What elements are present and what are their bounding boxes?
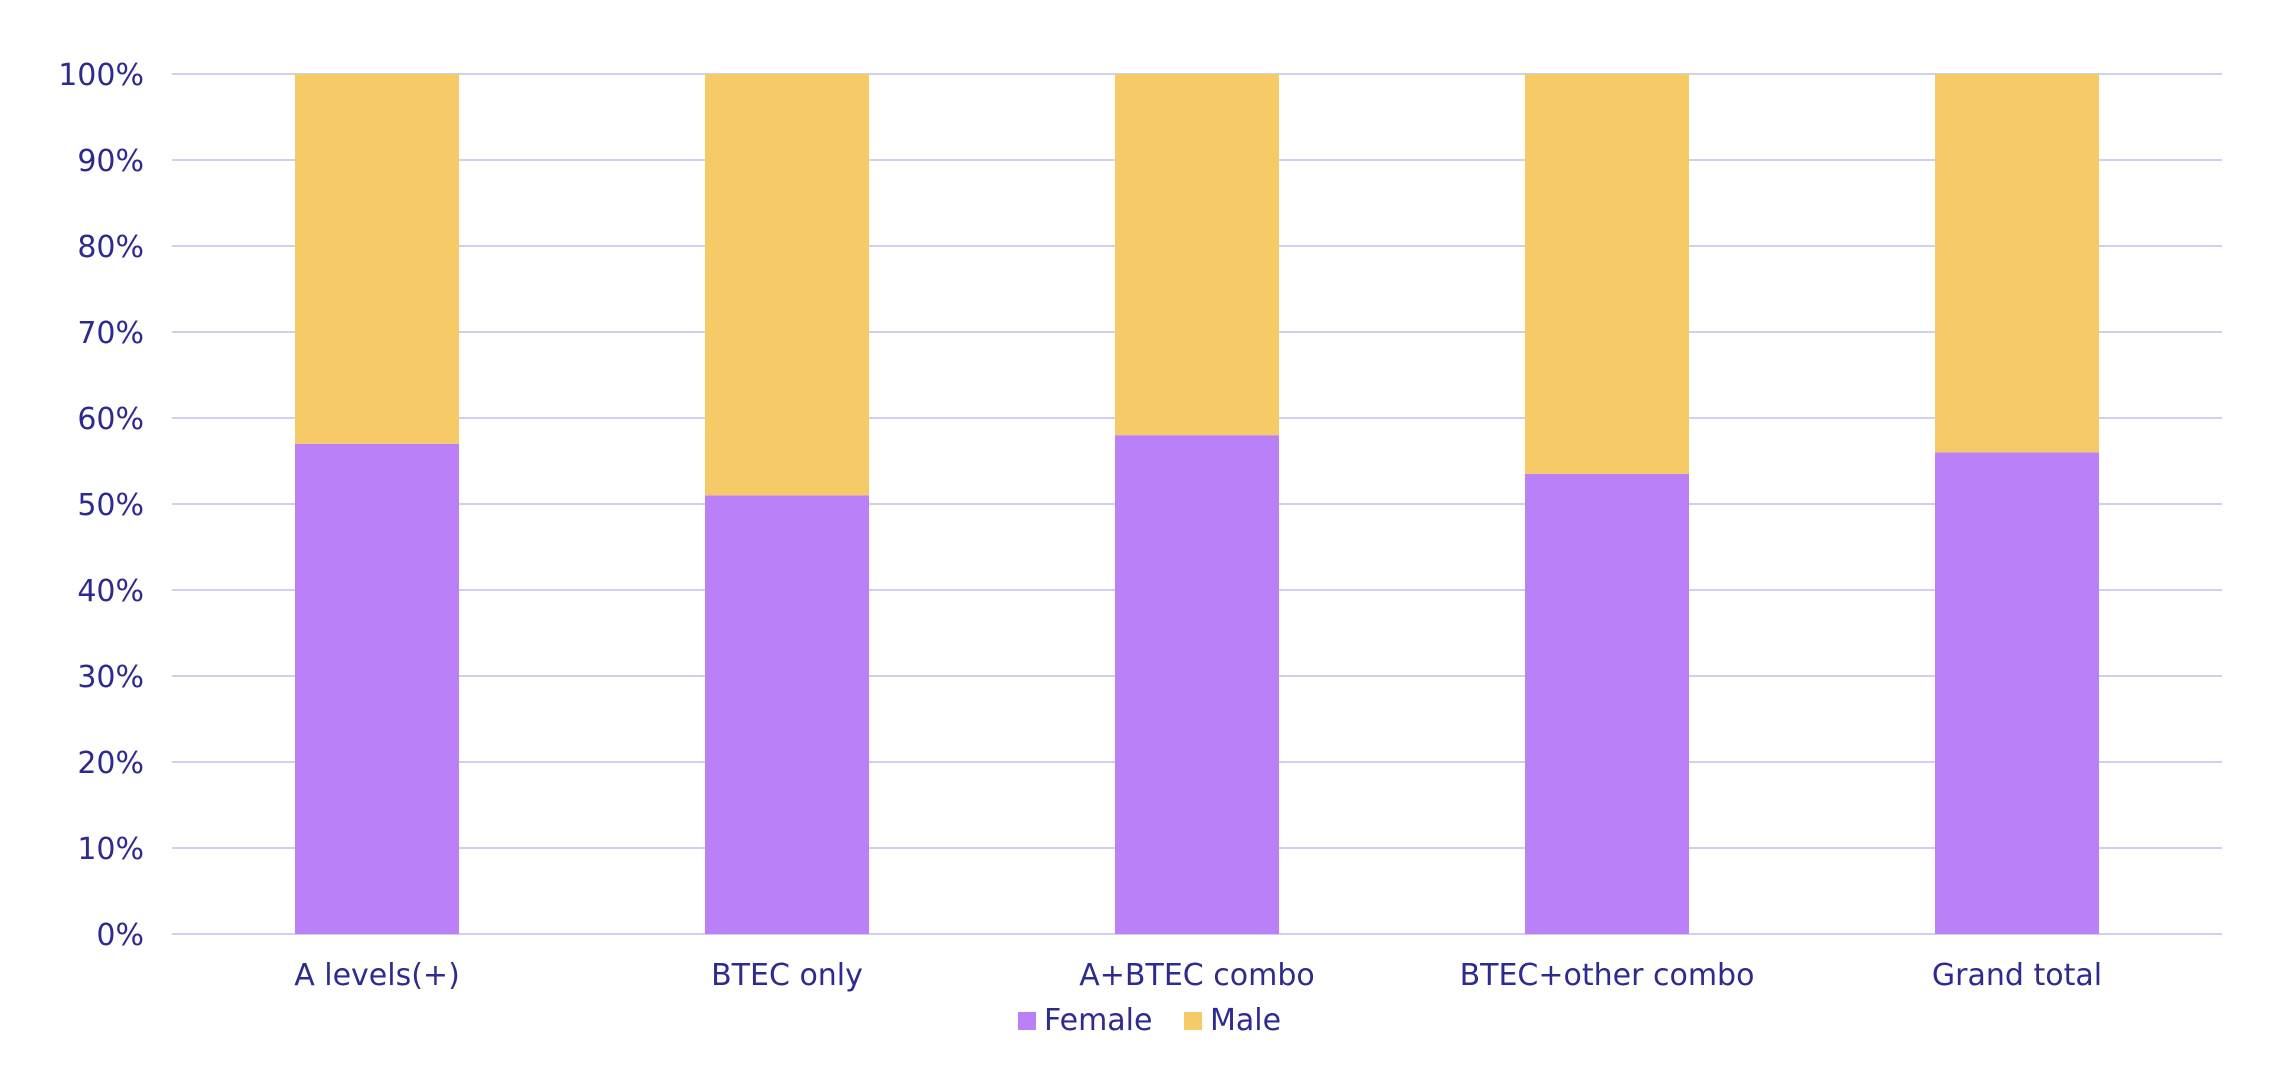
y-tick-label: 70%: [77, 316, 144, 351]
y-tick-label: 50%: [77, 488, 144, 523]
legend-label-female: Female: [1044, 1003, 1152, 1038]
y-axis-ticks: 0% 10% 20% 30% 40% 50% 60% 70% 80% 90% 100%: [58, 58, 144, 953]
y-tick-label: 10%: [77, 832, 144, 867]
x-axis-categories: A levels(+) BTEC only A+BTEC combo BTEC+oth…: [294, 958, 2102, 993]
bars: [295, 74, 2099, 934]
x-category-label: A+BTEC combo: [1079, 958, 1314, 993]
x-category-label: A levels(+): [294, 958, 460, 993]
y-tick-label: 20%: [77, 746, 144, 781]
y-tick-label: 30%: [77, 660, 144, 695]
bar-male-4: [1935, 74, 2099, 453]
y-tick-label: 80%: [77, 230, 144, 265]
y-tick-label: 40%: [77, 574, 144, 609]
x-category-label: Grand total: [1932, 958, 2102, 993]
bar-female-4: [1935, 452, 2099, 934]
y-tick-label: 100%: [58, 58, 144, 93]
bar-female-3: [1525, 473, 1689, 934]
legend-swatch-male: [1184, 1012, 1202, 1030]
legend: Female Male: [1018, 1003, 1281, 1038]
bar-male-3: [1525, 74, 1689, 474]
y-tick-label: 90%: [77, 144, 144, 179]
x-category-label: BTEC only: [711, 958, 863, 993]
bar-male-2: [1115, 74, 1279, 436]
bar-female-0: [295, 443, 459, 934]
y-tick-label: 60%: [77, 402, 144, 437]
x-category-label: BTEC+other combo: [1460, 958, 1755, 993]
legend-swatch-female: [1018, 1012, 1036, 1030]
bar-male-0: [295, 74, 459, 444]
bar-female-1: [705, 495, 869, 934]
bar-female-2: [1115, 435, 1279, 934]
bar-male-1: [705, 74, 869, 496]
legend-label-male: Male: [1210, 1003, 1281, 1038]
y-tick-label: 0%: [96, 918, 144, 953]
